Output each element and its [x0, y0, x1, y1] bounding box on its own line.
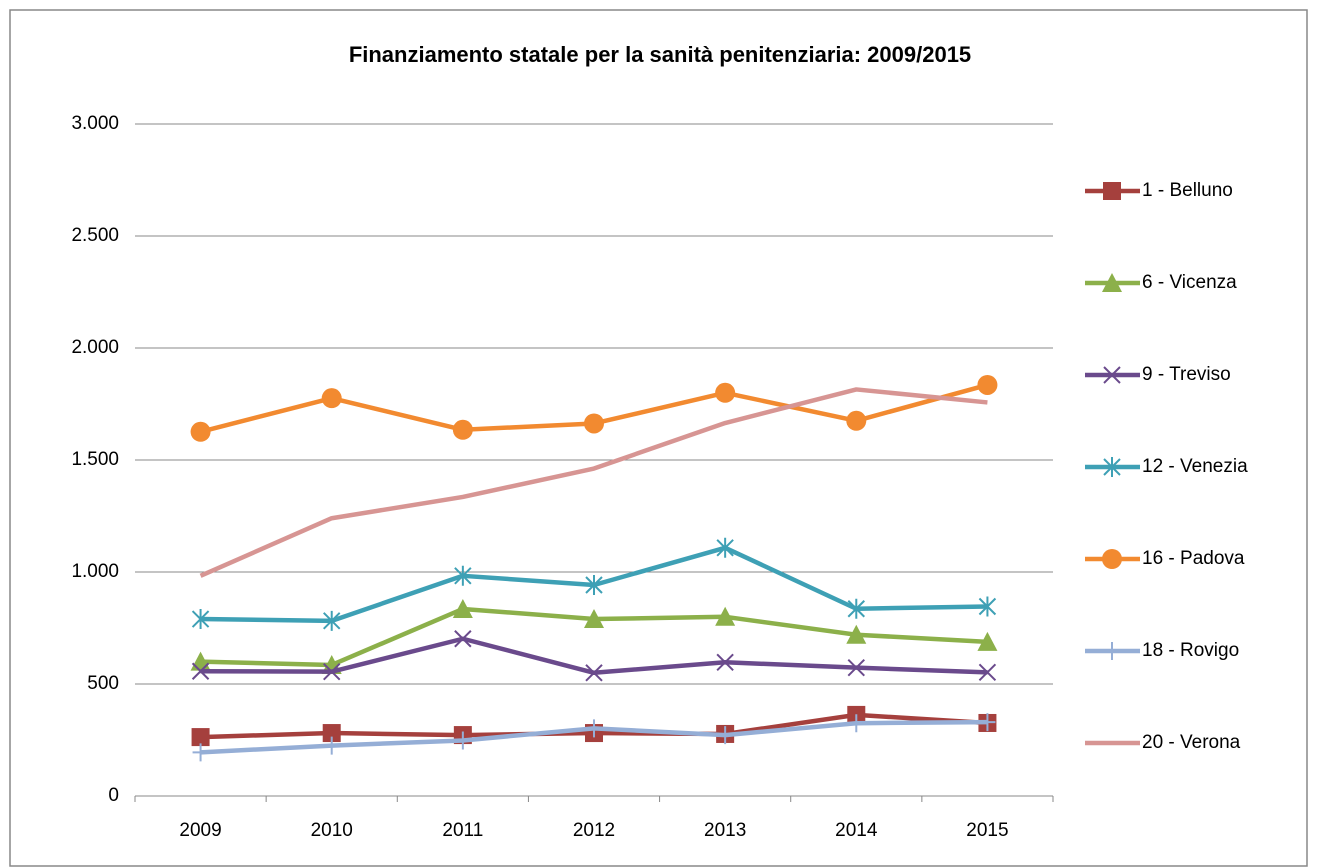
legend-label: 6 - Vicenza	[1142, 272, 1237, 293]
marker	[192, 743, 209, 762]
marker	[191, 609, 210, 630]
marker	[323, 662, 341, 681]
marker	[716, 537, 734, 558]
legend-label: 12 - Venezia	[1142, 456, 1248, 477]
y-tick-label: 1.500	[71, 449, 119, 470]
marker	[847, 598, 865, 619]
x-tick-label: 2009	[179, 820, 221, 841]
marker	[1103, 457, 1121, 477]
marker	[454, 731, 471, 750]
legend-label: 18 - Rovigo	[1142, 640, 1239, 661]
marker	[716, 653, 734, 671]
marker	[191, 662, 210, 680]
legend-label: 9 - Treviso	[1142, 364, 1231, 385]
marker	[977, 631, 998, 651]
y-tick-label: 2.000	[71, 337, 119, 358]
marker	[978, 663, 997, 682]
x-tick-label: 2011	[442, 820, 483, 841]
marker	[847, 658, 865, 677]
marker	[715, 606, 736, 626]
marker	[191, 728, 210, 747]
legend-label: 16 - Padova	[1142, 548, 1245, 569]
x-tick-label: 2015	[966, 820, 1008, 841]
chart-frame	[9, 9, 1308, 867]
marker	[846, 624, 867, 644]
chart-title: Finanziamento statale per la sanità peni…	[349, 42, 971, 67]
y-tick-label: 3.000	[71, 113, 119, 134]
legend-label: 1 - Belluno	[1142, 180, 1233, 201]
y-tick-label: 1.000	[71, 561, 119, 582]
x-tick-label: 2010	[311, 820, 353, 841]
marker	[1104, 642, 1120, 660]
marker	[1102, 549, 1122, 569]
marker	[1102, 273, 1122, 292]
marker	[584, 609, 604, 629]
legend-label: 20 - Verona	[1142, 732, 1241, 753]
marker	[452, 598, 473, 618]
marker	[323, 736, 340, 755]
marker	[321, 388, 342, 409]
x-tick-label: 2012	[573, 820, 615, 841]
series-line	[199, 387, 988, 578]
x-tick-label: 2013	[704, 820, 746, 841]
y-tick-label: 500	[87, 673, 119, 694]
marker	[979, 713, 996, 732]
marker	[846, 410, 867, 431]
marker	[323, 610, 341, 631]
marker	[977, 374, 998, 395]
marker	[584, 413, 604, 434]
y-tick-label: 0	[108, 785, 119, 806]
marker	[715, 382, 736, 403]
marker	[322, 724, 341, 743]
marker	[190, 421, 211, 442]
x-tick-label: 2014	[835, 820, 878, 841]
marker	[586, 719, 602, 738]
marker	[848, 714, 865, 733]
marker	[717, 726, 734, 745]
marker	[978, 596, 997, 617]
marker	[1103, 366, 1121, 384]
marker	[585, 574, 603, 595]
marker	[452, 419, 473, 440]
y-tick-label: 2.500	[71, 225, 119, 246]
marker	[585, 664, 603, 682]
marker	[1103, 182, 1121, 200]
marker	[454, 630, 472, 648]
marker	[454, 565, 472, 586]
